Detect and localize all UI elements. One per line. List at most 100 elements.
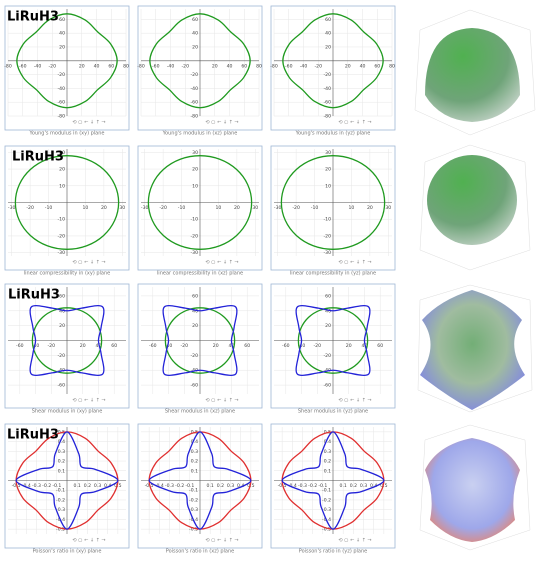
x-tick-label: -20 [159, 205, 167, 211]
x-tick-label: -0.5 [278, 483, 287, 489]
surface-3d [420, 290, 525, 410]
y-tick-label: -10 [190, 217, 198, 223]
x-tick-label: -20 [181, 63, 189, 69]
y-tick-label: -30 [190, 250, 198, 256]
x-tick-label: -60 [149, 343, 157, 349]
x-tick-label: 0.1 [340, 483, 347, 489]
x-tick-label: -80 [4, 63, 12, 69]
x-tick-label: -30 [141, 205, 149, 211]
polar-curve [29, 305, 105, 376]
y-tick-label: 40 [192, 31, 198, 37]
y-tick-label: -0.3 [322, 507, 331, 513]
x-tick-label: -0.4 [155, 483, 164, 489]
x-tick-label: 20 [212, 63, 218, 69]
surface-3d [425, 438, 520, 542]
toolbar: ⟲ ○ ← ↓ ↑ → [338, 398, 371, 404]
y-tick-label: 40 [325, 308, 331, 314]
x-tick-label: 10 [216, 205, 222, 211]
y-tick-label: -20 [190, 353, 198, 359]
y-tick-label: 60 [192, 17, 198, 23]
y-tick-label: -60 [190, 100, 198, 106]
plot-caption: Young's modulus in (xy) plane [29, 131, 105, 137]
plot-caption: linear compressibility in (xz) plane [157, 271, 243, 277]
toolbar: ⟲ ○ ← ↓ ↑ → [205, 120, 238, 126]
plot-caption: Shear modulus in (yz) plane [298, 409, 368, 415]
x-tick-label: 0.1 [207, 483, 214, 489]
x-tick-label: -60 [152, 63, 160, 69]
y-tick-label: -0.2 [56, 497, 65, 503]
y-tick-label: -20 [323, 353, 331, 359]
x-tick-label: -20 [292, 205, 300, 211]
x-tick-label: -0.4 [22, 483, 31, 489]
x-tick-label: 40 [96, 343, 102, 349]
y-tick-label: 0.3 [58, 449, 65, 455]
polar-curve [14, 155, 120, 250]
y-tick-label: 20 [192, 44, 198, 50]
row-label: LiRuH3 [12, 150, 64, 165]
y-tick-label: -30 [57, 250, 65, 256]
plot-caption: Shear modulus in (xz) plane [165, 409, 235, 415]
plot-caption: linear compressibility in (yz) plane [290, 271, 376, 277]
y-tick-label: 0.2 [191, 459, 198, 465]
x-tick-label: -80 [137, 63, 145, 69]
x-tick-label: -20 [314, 63, 322, 69]
x-tick-label: -0.3 [32, 483, 41, 489]
surface-3d [427, 155, 517, 245]
x-tick-label: 30 [119, 205, 125, 211]
x-tick-label: 0.5 [247, 483, 254, 489]
x-tick-label: 60 [374, 63, 380, 69]
x-tick-label: 10 [83, 205, 89, 211]
y-tick-label: 20 [59, 323, 65, 329]
polar-curve [281, 431, 385, 530]
x-tick-label: 20 [346, 343, 352, 349]
y-tick-label: 60 [59, 293, 65, 299]
x-tick-label: -0.2 [308, 483, 317, 489]
x-tick-label: 0.4 [237, 483, 244, 489]
y-tick-label: 60 [325, 293, 331, 299]
polar-curve [16, 13, 118, 109]
x-tick-label: -40 [300, 63, 308, 69]
y-tick-label: -20 [57, 353, 65, 359]
y-tick-label: -80 [57, 114, 65, 120]
x-tick-label: -20 [26, 205, 34, 211]
y-tick-label: 10 [192, 183, 198, 189]
y-tick-label: -20 [190, 72, 198, 78]
toolbar: ⟲ ○ ← ↓ ↑ → [72, 120, 105, 126]
toolbar: ⟲ ○ ← ↓ ↑ → [205, 398, 238, 404]
y-tick-label: -40 [57, 86, 65, 92]
y-tick-label: -0.1 [56, 488, 65, 494]
x-tick-label: 20 [345, 63, 351, 69]
surface-3d [425, 28, 520, 122]
y-tick-label: -40 [323, 86, 331, 92]
y-tick-label: -20 [57, 72, 65, 78]
y-tick-label: -10 [323, 217, 331, 223]
toolbar: ⟲ ○ ← ↓ ↑ → [72, 260, 105, 266]
y-tick-label: -0.1 [189, 488, 198, 494]
y-tick-label: 0.3 [191, 449, 198, 455]
x-tick-label: 60 [377, 343, 383, 349]
y-tick-label: 60 [325, 17, 331, 23]
y-tick-label: 20 [59, 44, 65, 50]
x-tick-label: -20 [48, 63, 56, 69]
x-tick-label: -0.4 [288, 483, 297, 489]
x-tick-label: -0.3 [165, 483, 174, 489]
y-tick-label: -0.5 [56, 527, 65, 533]
x-tick-label: 20 [213, 343, 219, 349]
y-tick-label: -0.2 [189, 497, 198, 503]
x-tick-label: 0.5 [114, 483, 121, 489]
y-tick-label: 40 [59, 31, 65, 37]
x-tick-label: -80 [270, 63, 278, 69]
x-tick-label: 20 [367, 205, 373, 211]
y-tick-label: 0.2 [58, 459, 65, 465]
x-tick-label: 80 [389, 63, 395, 69]
x-tick-label: -40 [165, 343, 173, 349]
x-tick-label: -0.1 [185, 483, 194, 489]
y-tick-label: -40 [190, 86, 198, 92]
x-tick-label: -40 [167, 63, 175, 69]
y-tick-label: -20 [190, 233, 198, 239]
polar-curve [162, 305, 238, 376]
y-tick-label: -60 [323, 383, 331, 389]
toolbar: ⟲ ○ ← ↓ ↑ → [205, 538, 238, 544]
y-tick-label: -20 [323, 72, 331, 78]
x-tick-label: -0.1 [318, 483, 327, 489]
